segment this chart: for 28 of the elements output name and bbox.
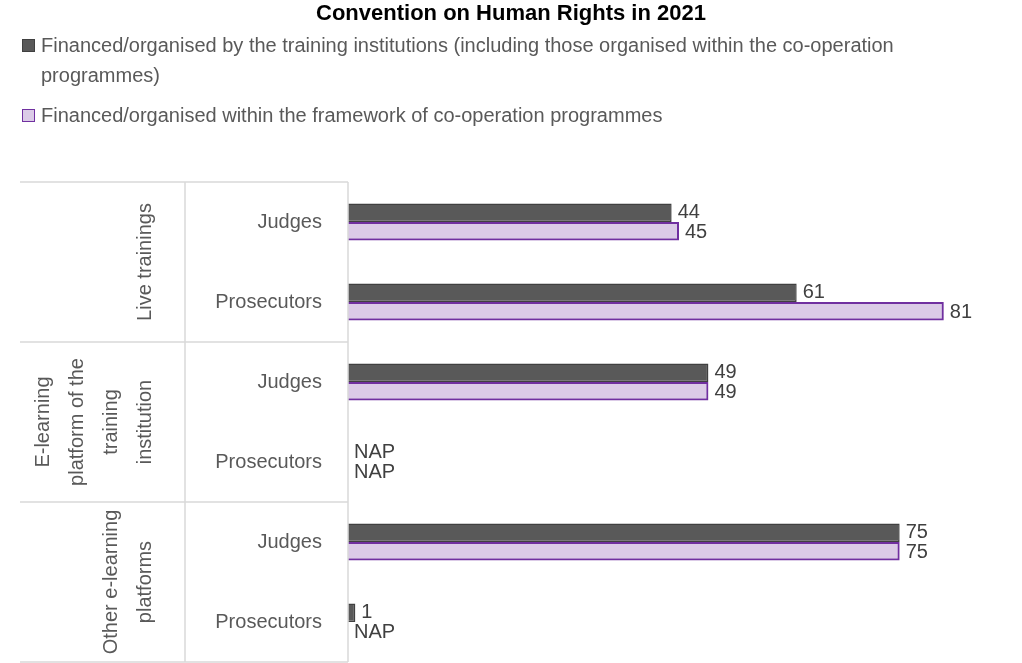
y-tick-label: Judges [257, 369, 322, 392]
legend-label: Financed/organised within the framework of co-operation programmes [41, 103, 663, 128]
data-label: 44 [677, 199, 700, 222]
legend-label: Financed/organised by the training institutions (including those organised within the co-operation programmes) [41, 33, 895, 88]
bar [348, 302, 944, 321]
bar [348, 382, 709, 401]
y-tick-label: Judges [257, 529, 322, 552]
data-label: 45 [685, 219, 708, 242]
data-label: 75 [905, 519, 928, 542]
data-label: 75 [905, 539, 928, 562]
text: Other e-learning platforms [98, 509, 155, 655]
y-tick-label: Prosecutors [215, 289, 322, 312]
data-label: 49 [714, 359, 737, 382]
bar [348, 222, 679, 241]
data-label: 1 [361, 599, 373, 622]
text: Live trainings [132, 203, 155, 321]
data-label: 49 [714, 379, 737, 402]
y-tick-label: Prosecutors [215, 609, 322, 632]
data-label: 81 [949, 299, 973, 322]
text: NAP [354, 439, 396, 462]
y-tick-label: Judges [257, 209, 322, 232]
chart-title: Convention on Human Rights in 2021 [315, 0, 707, 26]
text: E-learning platform of the training institution [30, 358, 155, 486]
bar [348, 542, 900, 561]
text: NAP [354, 459, 396, 482]
data-label: 61 [802, 279, 825, 302]
y-tick-label: Prosecutors [215, 449, 322, 472]
text: NAP [354, 619, 396, 642]
